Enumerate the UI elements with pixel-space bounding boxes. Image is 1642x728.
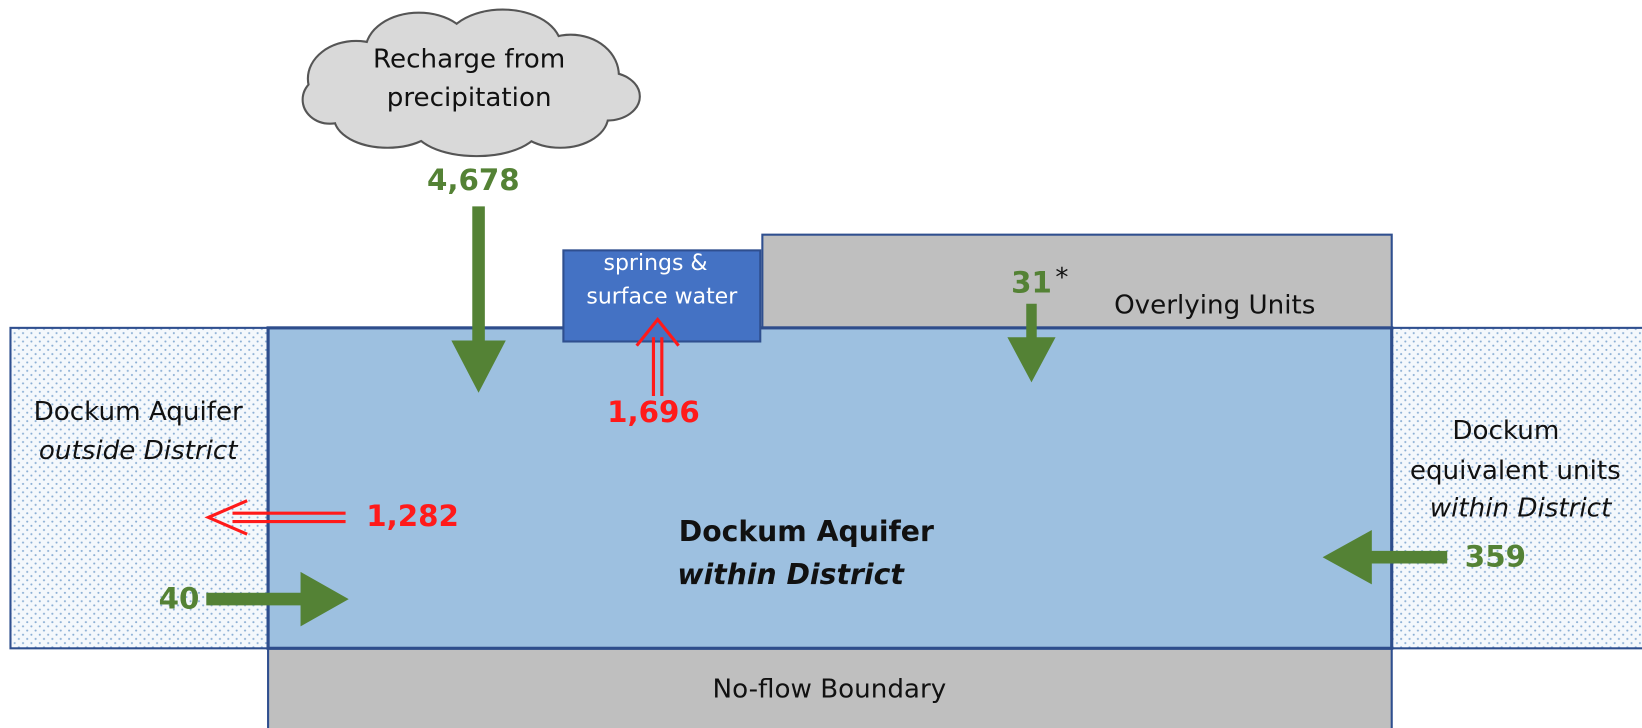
equivalent-arrow (1322, 529, 1448, 585)
springs-value: 1,696 (607, 395, 700, 429)
outside-line: Dockum Aquifer (34, 397, 243, 427)
springs-line: surface water (586, 285, 738, 310)
recharge-value: 4,678 (427, 163, 520, 197)
equivalent-box (1390, 326, 1642, 650)
equivalent-line: Dockum (1452, 416, 1559, 446)
overlying-value: 31 (1011, 265, 1052, 299)
cloud (301, 8, 641, 158)
overlying-note: * (1055, 263, 1068, 293)
outflow-value: 1,282 (366, 499, 459, 533)
recharge-arrow (451, 206, 506, 393)
main-line: Dockum Aquifer (679, 515, 934, 548)
no-flow-label: No-flow Boundary (713, 675, 947, 705)
outside-line: outside District (39, 436, 239, 466)
overlying-arrow (1007, 303, 1056, 383)
springs-arrow (635, 316, 680, 396)
equivalent-value: 359 (1465, 540, 1526, 574)
equivalent-line: within District (1430, 494, 1613, 524)
inflow-value: 40 (159, 582, 200, 616)
springs-line: springs & (604, 251, 708, 276)
red-arrows (204, 316, 680, 536)
cloud-line: precipitation (387, 83, 552, 113)
equivalent-line: equivalent units (1410, 456, 1621, 486)
overlying-box (761, 233, 1393, 329)
green-arrows (206, 206, 1448, 627)
outflow-arrow (204, 499, 346, 536)
main-line: within District (677, 558, 905, 591)
inflow-arrow (206, 571, 349, 627)
main-box (266, 326, 1394, 650)
cloud-line: Recharge from (373, 44, 565, 74)
overlying-label: Overlying Units (1114, 290, 1315, 320)
